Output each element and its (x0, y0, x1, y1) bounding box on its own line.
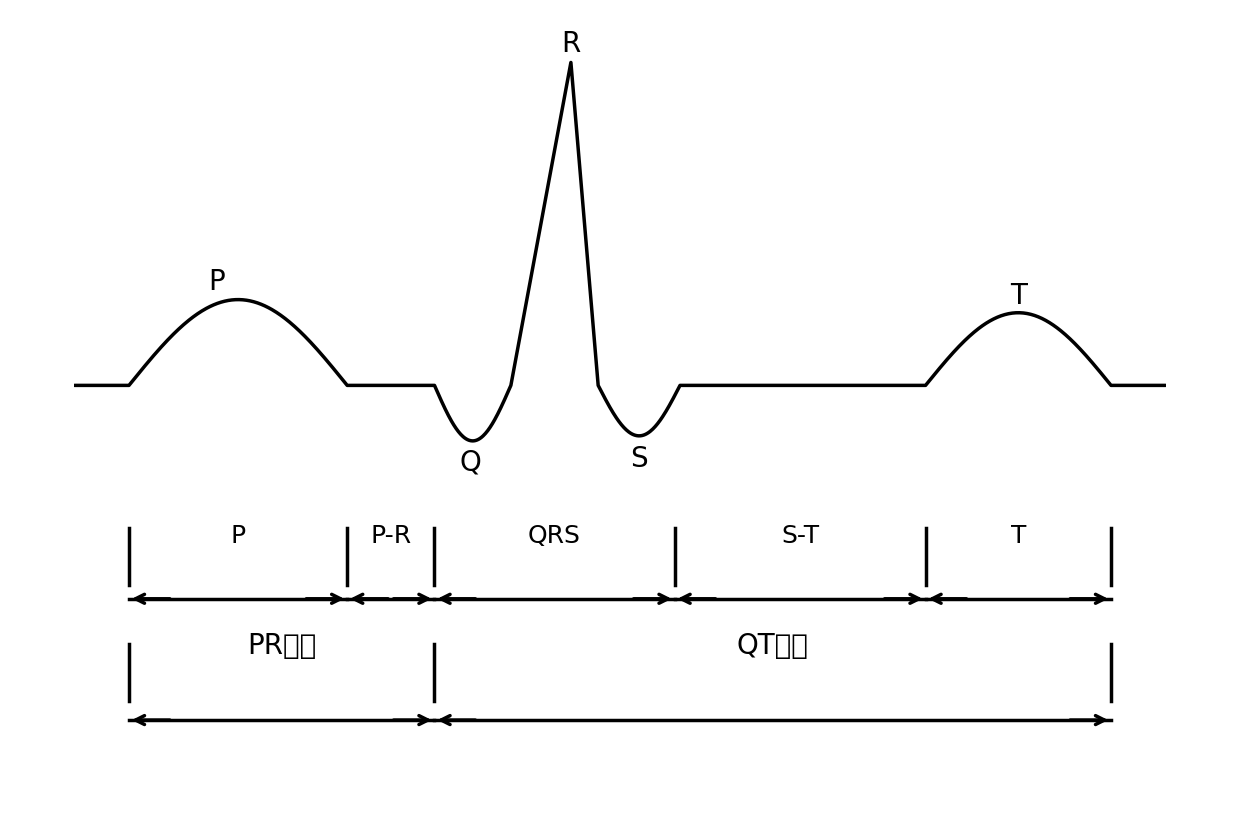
Text: S: S (630, 445, 647, 472)
Text: P-R: P-R (371, 523, 412, 547)
Text: T: T (1009, 282, 1027, 310)
Text: T: T (1011, 523, 1025, 547)
Text: P: P (231, 523, 246, 547)
Text: PR间期: PR间期 (247, 631, 316, 659)
Text: QRS: QRS (528, 523, 582, 547)
Text: P: P (208, 267, 224, 296)
Text: S-T: S-T (781, 523, 820, 547)
Text: QT间期: QT间期 (737, 631, 808, 659)
Text: Q: Q (460, 449, 481, 476)
Text: R: R (562, 31, 580, 58)
